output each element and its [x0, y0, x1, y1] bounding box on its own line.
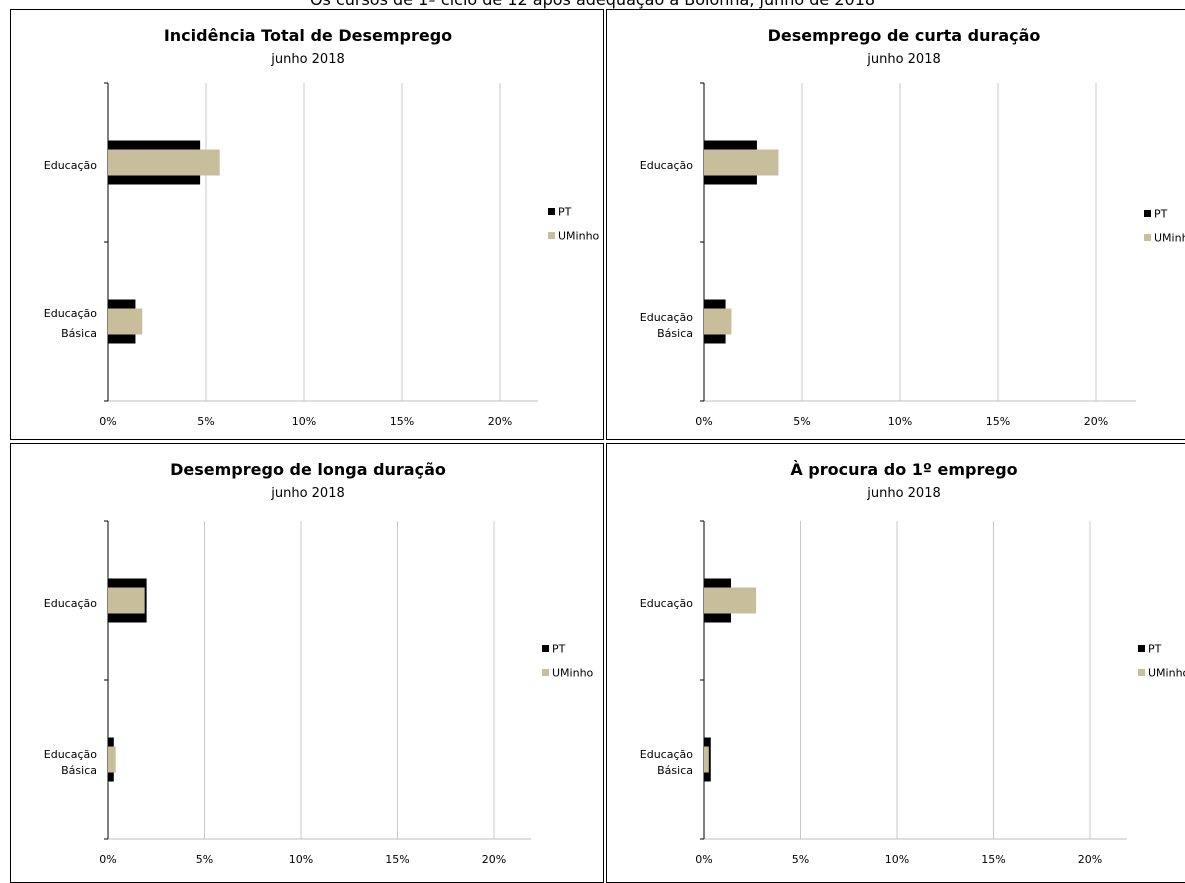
- legend-label-uminho: UMinho: [552, 667, 594, 680]
- bar-uminho-educacao-basica: [704, 746, 709, 773]
- chart-panel-long-term: Desemprego de longa duração junho 2018 0% 5…: [10, 443, 604, 883]
- x-tick-label-5: 5%: [196, 853, 213, 866]
- legend-label-uminho: UMinho: [1148, 667, 1185, 680]
- x-tick-label-20: 20%: [1084, 415, 1108, 428]
- chart-subtitle: junho 2018: [866, 486, 941, 501]
- x-tick-label-0: 0%: [695, 415, 712, 428]
- legend-swatch-uminho: [1138, 669, 1145, 676]
- x-tick-label-5: 5%: [792, 853, 809, 866]
- category-label: Básica: [657, 327, 693, 340]
- x-tick-label-15: 15%: [385, 853, 409, 866]
- category-label: Educação: [44, 159, 97, 172]
- category-label: Educação: [640, 311, 693, 324]
- category-label: Básica: [61, 327, 97, 340]
- legend-swatch-uminho: [1144, 234, 1151, 241]
- category-label: Educação: [44, 597, 97, 610]
- chart-panel-total: Incidência Total de Desemprego junho 2018…: [10, 9, 604, 440]
- bar-uminho-educacao: [108, 149, 220, 176]
- legend-swatch-pt: [1144, 210, 1151, 217]
- chart-subtitle: junho 2018: [270, 486, 345, 501]
- chart-long-term-svg: Desemprego de longa duração junho 2018 0% 5…: [44, 460, 594, 866]
- category-label: Educação: [44, 307, 97, 320]
- category-label: Básica: [61, 764, 97, 777]
- x-tick-label-0: 0%: [99, 415, 116, 428]
- bar-uminho-educacao-basica: [108, 308, 143, 335]
- x-tick-label-20: 20%: [488, 415, 512, 428]
- category-label: Básica: [657, 764, 693, 777]
- legend-label-pt: PT: [558, 206, 572, 219]
- legend-swatch-pt: [1138, 645, 1145, 652]
- chart-short-term-svg: Desemprego de curta duração junho 2018 0% 5…: [640, 26, 1185, 428]
- category-label: Educação: [640, 159, 693, 172]
- x-tick-label-10: 10%: [885, 853, 909, 866]
- bar-uminho-educacao: [704, 149, 779, 176]
- chart-subtitle: junho 2018: [270, 52, 345, 67]
- chart-total-svg: Incidência Total de Desemprego junho 2018…: [44, 26, 600, 428]
- chart-panel-short-term: Desemprego de curta duração junho 2018 0% 5…: [606, 9, 1185, 440]
- x-tick-label-10: 10%: [888, 415, 912, 428]
- bar-uminho-educacao: [704, 587, 757, 614]
- x-tick-label-0: 0%: [99, 853, 116, 866]
- category-label: Educação: [44, 748, 97, 761]
- chart-title: Incidência Total de Desemprego: [164, 26, 452, 45]
- x-tick-label-20: 20%: [482, 853, 506, 866]
- legend-label-pt: PT: [1154, 208, 1168, 221]
- legend-swatch-uminho: [548, 232, 555, 239]
- legend-swatch-pt: [542, 645, 549, 652]
- x-tick-label-10: 10%: [289, 853, 313, 866]
- bar-uminho-educacao-basica: [108, 746, 116, 773]
- chart-first-job-svg: À procura do 1º emprego junho 2018 0% 5% 10%…: [640, 460, 1185, 866]
- x-tick-label-15: 15%: [986, 415, 1010, 428]
- x-tick-label-15: 15%: [981, 853, 1005, 866]
- x-tick-label-20: 20%: [1078, 853, 1102, 866]
- page-header: Os cursos de 1º ciclo de 12 após adequaç…: [0, 0, 1185, 10]
- legend-label-uminho: UMinho: [1154, 232, 1185, 245]
- category-label: Educação: [640, 597, 693, 610]
- chart-title: À procura do 1º emprego: [790, 460, 1017, 479]
- x-tick-label-0: 0%: [695, 853, 712, 866]
- legend-label-uminho: UMinho: [558, 230, 600, 243]
- x-tick-label-10: 10%: [292, 415, 316, 428]
- x-tick-label-5: 5%: [197, 415, 214, 428]
- chart-title: Desemprego de curta duração: [768, 26, 1041, 45]
- chart-subtitle: junho 2018: [866, 52, 941, 67]
- chart-title: Desemprego de longa duração: [170, 460, 446, 479]
- x-tick-label-15: 15%: [390, 415, 414, 428]
- legend-swatch-pt: [548, 208, 555, 215]
- legend-label-pt: PT: [1148, 643, 1162, 656]
- legend-swatch-uminho: [542, 669, 549, 676]
- legend-label-pt: PT: [552, 643, 566, 656]
- x-tick-label-5: 5%: [793, 415, 810, 428]
- chart-panel-first-job: À procura do 1º emprego junho 2018 0% 5% 10%…: [606, 443, 1185, 883]
- bar-uminho-educacao: [108, 587, 145, 614]
- category-label: Educação: [640, 748, 693, 761]
- bar-uminho-educacao-basica: [704, 308, 732, 335]
